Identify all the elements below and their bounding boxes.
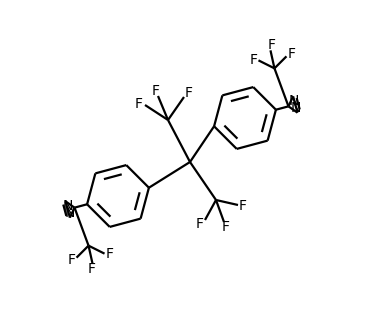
Text: F: F	[268, 38, 276, 52]
Text: F: F	[88, 262, 96, 276]
Text: F: F	[222, 220, 230, 234]
Text: F: F	[287, 47, 296, 61]
Text: F: F	[185, 86, 193, 100]
Text: F: F	[196, 217, 204, 231]
Text: F: F	[135, 97, 143, 111]
Text: N: N	[64, 206, 75, 219]
Text: N: N	[290, 101, 301, 115]
Text: F: F	[239, 199, 247, 213]
Text: F: F	[152, 84, 160, 98]
Text: F: F	[106, 246, 114, 261]
Text: N: N	[289, 95, 299, 108]
Text: F: F	[250, 53, 258, 68]
Text: F: F	[68, 253, 75, 267]
Text: N: N	[63, 199, 73, 213]
